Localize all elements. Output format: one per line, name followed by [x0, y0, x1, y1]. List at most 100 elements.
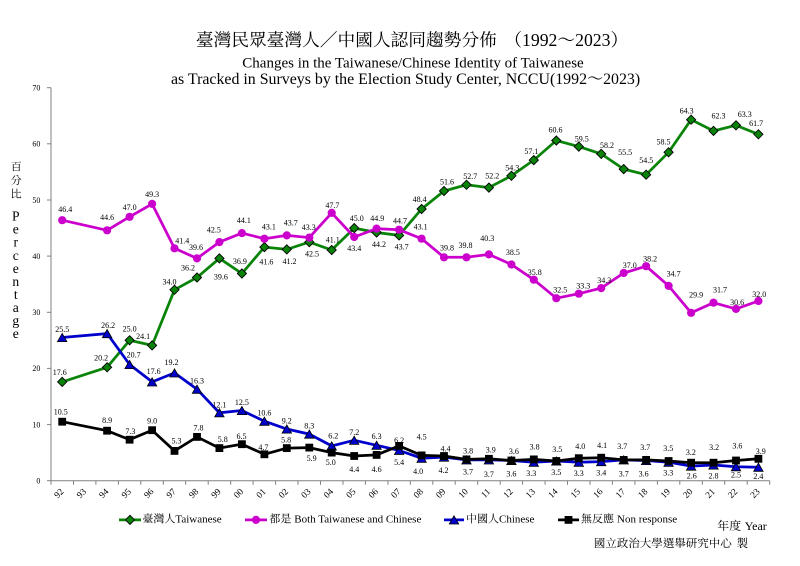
- svg-text:40: 40: [32, 252, 40, 261]
- svg-text:g: g: [12, 313, 19, 328]
- svg-text:12.5: 12.5: [235, 398, 249, 407]
- svg-text:2023: 2023: [575, 30, 611, 50]
- svg-text:5.0: 5.0: [326, 458, 336, 467]
- svg-text:43.1: 43.1: [414, 222, 428, 231]
- svg-text:41.6: 41.6: [259, 258, 273, 267]
- svg-text:31.7: 31.7: [713, 285, 727, 294]
- svg-text:4.0: 4.0: [575, 442, 585, 451]
- svg-text:10.6: 10.6: [257, 409, 271, 418]
- svg-text:n: n: [12, 274, 19, 289]
- svg-text:9.0: 9.0: [147, 417, 157, 426]
- svg-text:41.1: 41.1: [326, 236, 340, 245]
- svg-text:42.5: 42.5: [207, 226, 221, 235]
- svg-text:Both Taiwanese and Chinese: Both Taiwanese and Chinese: [294, 514, 421, 526]
- svg-text:39.8: 39.8: [459, 241, 473, 250]
- svg-text:52.7: 52.7: [463, 172, 477, 181]
- svg-text:20.2: 20.2: [94, 353, 108, 362]
- svg-text:3.3: 3.3: [574, 469, 584, 478]
- svg-text:17.6: 17.6: [147, 367, 161, 376]
- svg-text:5.3: 5.3: [172, 436, 182, 445]
- svg-text:3.7: 3.7: [463, 467, 473, 476]
- svg-text:44.1: 44.1: [237, 216, 251, 225]
- svg-text:5.9: 5.9: [307, 454, 317, 463]
- svg-text:34.0: 34.0: [163, 277, 177, 286]
- svg-text:5.8: 5.8: [218, 435, 228, 444]
- svg-text:3.7: 3.7: [640, 443, 650, 452]
- svg-text:70: 70: [32, 84, 40, 93]
- svg-text:3.8: 3.8: [463, 447, 473, 456]
- svg-text:44.7: 44.7: [393, 216, 407, 225]
- svg-text:42.5: 42.5: [305, 250, 319, 259]
- svg-text:3.9: 3.9: [756, 447, 766, 456]
- svg-text:a: a: [13, 300, 19, 315]
- svg-text:5.4: 5.4: [394, 458, 404, 467]
- svg-text:5.8: 5.8: [281, 435, 291, 444]
- svg-text:34.7: 34.7: [667, 269, 681, 278]
- svg-text:3.4: 3.4: [596, 469, 606, 478]
- svg-text:6.3: 6.3: [372, 432, 382, 441]
- svg-text:3.7: 3.7: [484, 470, 494, 479]
- svg-text:0: 0: [36, 477, 40, 486]
- svg-text:12.1: 12.1: [212, 400, 226, 409]
- svg-text:58.5: 58.5: [657, 137, 671, 146]
- svg-text:41.4: 41.4: [175, 237, 189, 246]
- svg-text:38.2: 38.2: [643, 255, 657, 264]
- svg-text:35.8: 35.8: [528, 268, 542, 277]
- svg-text:3.6: 3.6: [639, 469, 649, 478]
- svg-text:39.8: 39.8: [440, 244, 454, 253]
- svg-text:58.2: 58.2: [600, 141, 614, 150]
- svg-text:3.6: 3.6: [732, 442, 742, 451]
- svg-text:Taiwanese: Taiwanese: [175, 514, 221, 526]
- svg-text:4.4: 4.4: [349, 465, 359, 474]
- svg-text:t: t: [14, 287, 18, 302]
- svg-text:6.2: 6.2: [328, 431, 338, 440]
- svg-text:43.4: 43.4: [347, 244, 361, 253]
- svg-text:2.6: 2.6: [687, 472, 697, 481]
- svg-text:33.3: 33.3: [576, 282, 590, 291]
- svg-text:2023): 2023): [603, 71, 640, 88]
- svg-text:2.4: 2.4: [753, 472, 763, 481]
- svg-text:61.7: 61.7: [749, 119, 763, 128]
- svg-text:40.3: 40.3: [480, 234, 494, 243]
- svg-text:34.3: 34.3: [597, 276, 611, 285]
- svg-text:60.6: 60.6: [549, 126, 563, 135]
- svg-text:25.0: 25.0: [123, 324, 137, 333]
- svg-text:47.0: 47.0: [123, 203, 137, 212]
- svg-text:Non response: Non response: [617, 514, 677, 526]
- svg-text:4.1: 4.1: [597, 441, 607, 450]
- svg-text:43.7: 43.7: [395, 243, 409, 252]
- svg-text:17.6: 17.6: [53, 368, 67, 377]
- svg-text:44.6: 44.6: [100, 213, 114, 222]
- svg-text:62.3: 62.3: [712, 112, 726, 121]
- svg-text:44.2: 44.2: [372, 240, 386, 249]
- svg-text:r: r: [14, 235, 19, 250]
- svg-text:3.3: 3.3: [663, 469, 673, 478]
- svg-text:3.2: 3.2: [709, 443, 719, 452]
- svg-text:36.9: 36.9: [233, 257, 247, 266]
- svg-text:43.7: 43.7: [284, 218, 298, 227]
- svg-text:25.5: 25.5: [55, 325, 69, 334]
- svg-text:32.0: 32.0: [752, 290, 766, 299]
- svg-text:3.7: 3.7: [619, 469, 629, 478]
- svg-text:2.5: 2.5: [731, 471, 741, 480]
- svg-text:44.9: 44.9: [370, 214, 384, 223]
- svg-text:e: e: [13, 326, 19, 341]
- svg-text:51.6: 51.6: [440, 178, 454, 187]
- svg-text:7.3: 7.3: [125, 427, 135, 436]
- svg-text:4.0: 4.0: [413, 467, 423, 476]
- svg-text:P: P: [12, 209, 20, 224]
- svg-text:16.3: 16.3: [190, 377, 204, 386]
- svg-text:3.5: 3.5: [552, 445, 562, 454]
- svg-text:45.0: 45.0: [350, 214, 364, 223]
- svg-text:6.5: 6.5: [237, 432, 247, 441]
- svg-text:20.7: 20.7: [127, 351, 141, 360]
- svg-text:3.5: 3.5: [551, 468, 561, 477]
- svg-text:24.1: 24.1: [136, 332, 150, 341]
- svg-text:4.4: 4.4: [441, 445, 451, 454]
- svg-text:3.6: 3.6: [509, 447, 519, 456]
- svg-text:20: 20: [32, 364, 40, 373]
- svg-text:63.3: 63.3: [738, 110, 752, 119]
- svg-text:47.7: 47.7: [325, 201, 339, 210]
- svg-text:64.3: 64.3: [680, 107, 694, 116]
- svg-text:4.5: 4.5: [417, 432, 427, 441]
